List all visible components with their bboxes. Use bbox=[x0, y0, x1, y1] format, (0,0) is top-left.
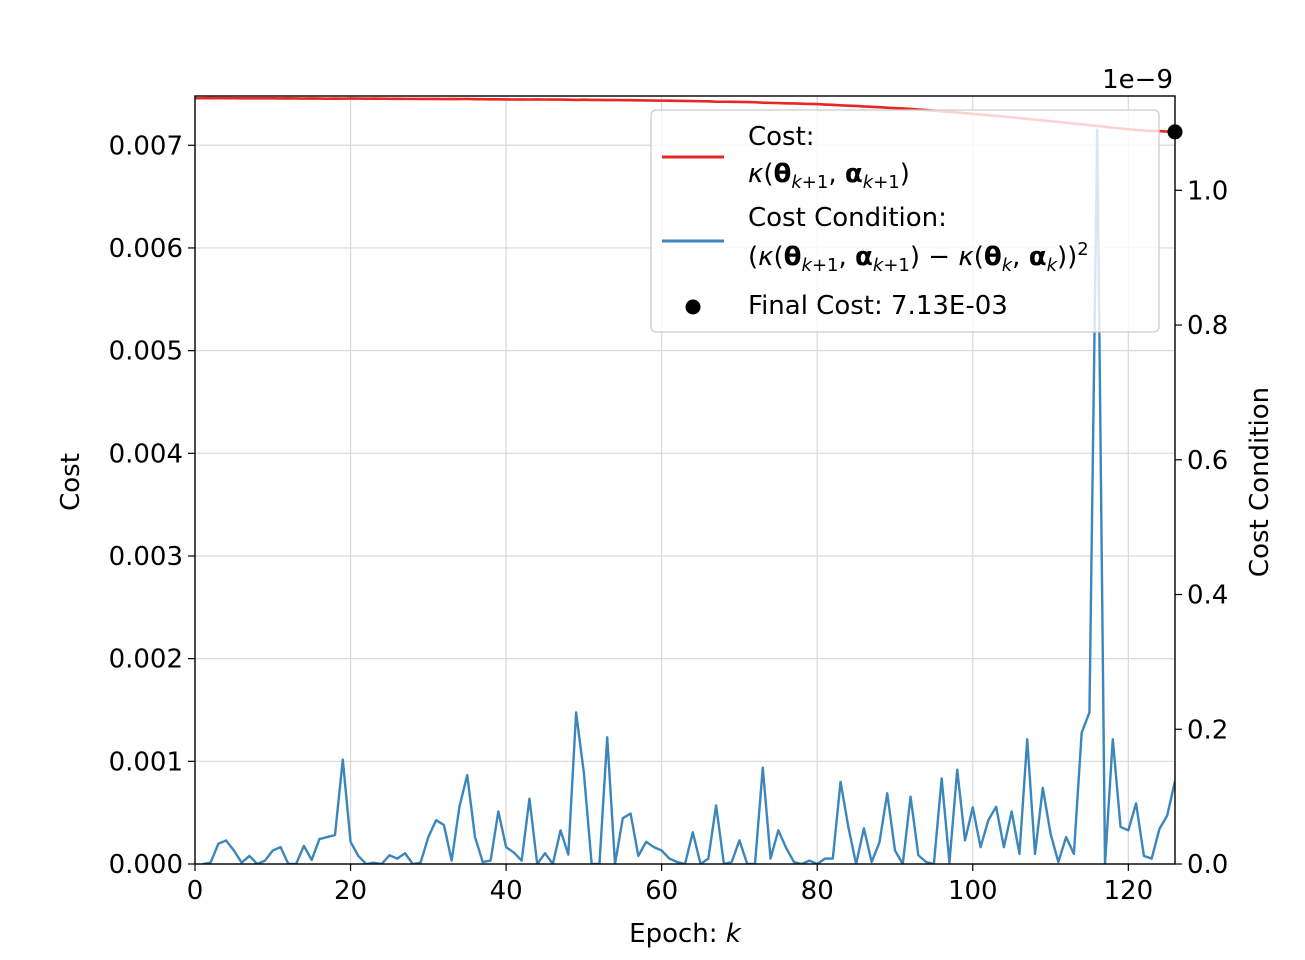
x-axis-ticks: 0 20 40 60 80 100 120 bbox=[187, 864, 1153, 906]
plot-frame bbox=[194, 95, 1176, 865]
right-axis-offset-label: 1e−9 bbox=[1102, 65, 1173, 95]
left-tick-label: 0.000 bbox=[109, 850, 183, 880]
legend-cost-formula: κ(θk+1, αk+1) bbox=[748, 159, 910, 193]
left-tick-label: 0.001 bbox=[109, 747, 183, 777]
final-point-layer bbox=[1167, 124, 1183, 140]
right-axis-label: Cost Condition bbox=[1245, 387, 1275, 577]
x-tick-label: 20 bbox=[334, 876, 367, 906]
x-tick-label: 80 bbox=[801, 876, 834, 906]
right-tick-label: 1.0 bbox=[1187, 176, 1228, 206]
right-tick-label: 0.4 bbox=[1187, 581, 1228, 611]
x-tick-label: 120 bbox=[1104, 876, 1154, 906]
right-tick-label: 0.2 bbox=[1187, 715, 1228, 745]
right-axis-ticks: 0.0 0.2 0.4 0.6 0.8 1.0 bbox=[1175, 176, 1228, 880]
final-cost-point bbox=[1167, 124, 1183, 140]
x-axis-label-italic: k bbox=[726, 919, 742, 949]
x-tick-label: 100 bbox=[948, 876, 998, 906]
right-tick-label: 0.0 bbox=[1187, 850, 1228, 880]
x-axis-label-text: Epoch: bbox=[629, 919, 726, 949]
left-tick-label: 0.006 bbox=[109, 234, 183, 264]
left-axis-label: Cost bbox=[56, 453, 86, 511]
x-tick-label: 60 bbox=[645, 876, 678, 906]
right-tick-label: 0.8 bbox=[1187, 311, 1228, 341]
x-tick-label: 40 bbox=[490, 876, 523, 906]
right-tick-label: 0.6 bbox=[1187, 446, 1228, 476]
left-tick-label: 0.004 bbox=[109, 439, 183, 469]
left-tick-label: 0.005 bbox=[109, 337, 183, 367]
legend-box bbox=[650, 109, 1160, 333]
x-axis-label: Epoch: k bbox=[629, 919, 742, 949]
legend-final-cost-label: Final Cost: 7.13E-03 bbox=[748, 291, 1008, 321]
left-tick-label: 0.003 bbox=[109, 542, 183, 572]
legend-final-cost-marker bbox=[685, 299, 701, 315]
left-tick-label: 0.007 bbox=[109, 131, 183, 161]
cost-condition-series-line bbox=[202, 128, 1175, 864]
left-tick-label: 0.002 bbox=[109, 645, 183, 675]
left-axis-ticks: 0.000 0.001 0.002 0.003 0.004 0.005 0.006 0.007 bbox=[109, 131, 195, 880]
legend-condition-formula: (κ(θk+1, αk+1) − κ(θk, αk))2 bbox=[748, 239, 1089, 276]
x-tick-label: 0 bbox=[187, 876, 204, 906]
legend: Cost: κ(θk+1, αk+1) Cost Condition: (κ(θ… bbox=[650, 109, 1160, 333]
legend-condition-label: Cost Condition: bbox=[748, 203, 947, 233]
legend-cost-label: Cost: bbox=[748, 122, 815, 152]
